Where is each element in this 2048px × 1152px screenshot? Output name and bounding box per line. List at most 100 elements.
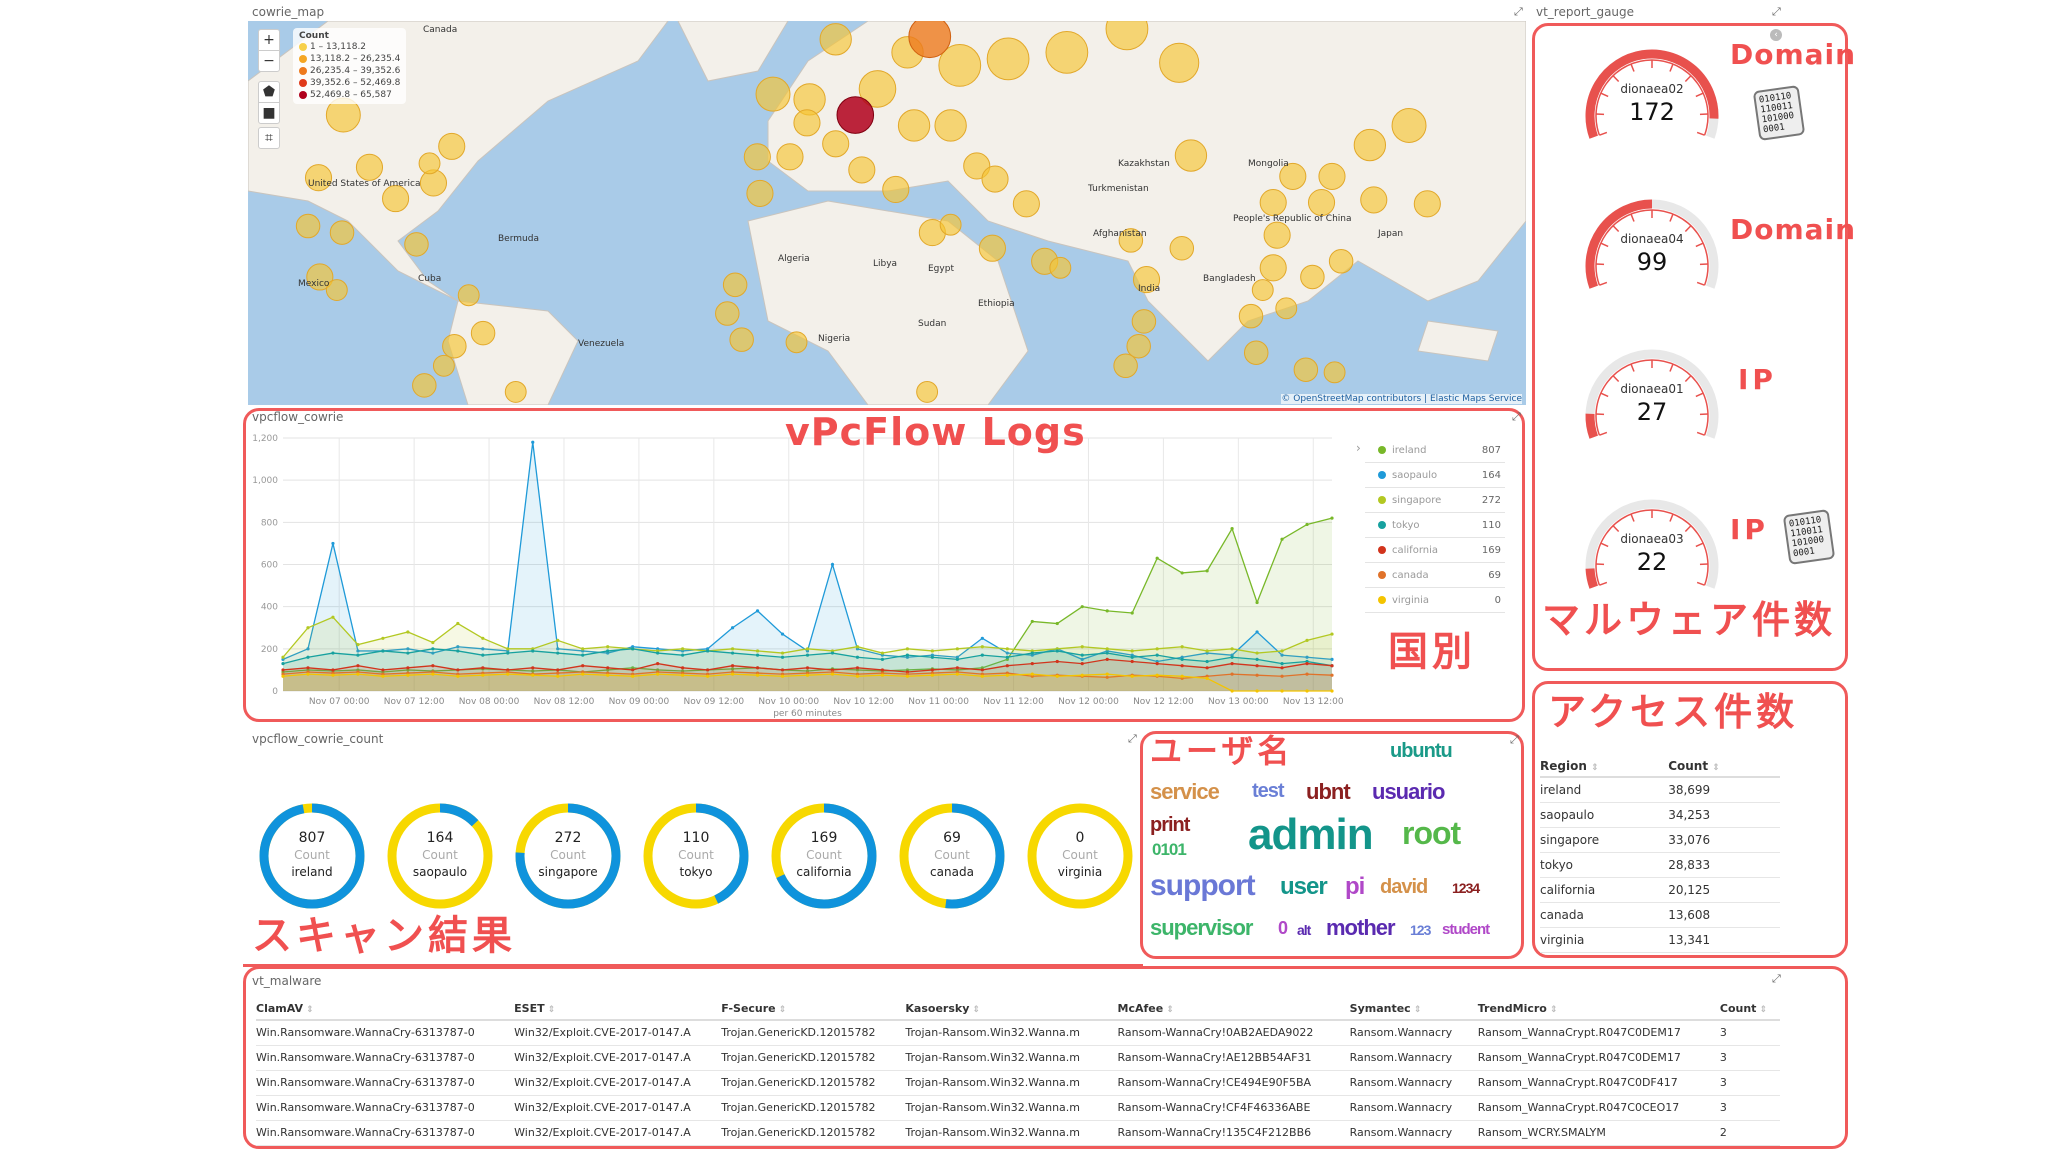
data-point[interactable] bbox=[780, 674, 785, 678]
map-marker[interactable] bbox=[715, 301, 740, 326]
word-support[interactable]: support bbox=[1150, 869, 1256, 902]
map-marker[interactable] bbox=[934, 109, 967, 142]
data-point[interactable] bbox=[606, 649, 610, 653]
data-point[interactable] bbox=[1255, 664, 1259, 668]
sort-icon[interactable]: ⇕ bbox=[1410, 1005, 1422, 1015]
data-point[interactable] bbox=[531, 673, 535, 677]
map-marker[interactable] bbox=[848, 156, 876, 184]
map-marker[interactable] bbox=[438, 132, 466, 160]
data-point[interactable] bbox=[556, 651, 560, 655]
series-saopaulo[interactable] bbox=[281, 440, 1334, 691]
map-marker[interactable] bbox=[746, 179, 774, 207]
data-point[interactable] bbox=[805, 647, 810, 651]
expand-icon[interactable]: ⤢ bbox=[1128, 732, 1137, 745]
word-ubuntu[interactable]: ubuntu bbox=[1390, 740, 1453, 762]
data-point[interactable] bbox=[980, 653, 984, 657]
map-marker[interactable] bbox=[978, 234, 1006, 262]
data-point[interactable] bbox=[531, 649, 535, 653]
map-marker[interactable] bbox=[1328, 249, 1354, 274]
map-marker[interactable] bbox=[325, 279, 348, 301]
data-point[interactable] bbox=[1030, 672, 1034, 676]
data-point[interactable] bbox=[1280, 674, 1284, 678]
data-point[interactable] bbox=[556, 674, 560, 678]
map-marker[interactable] bbox=[793, 109, 821, 137]
word-0[interactable]: 0 bbox=[1278, 918, 1288, 938]
legend-item-singapore[interactable]: singapore 272 bbox=[1365, 488, 1505, 513]
data-point[interactable] bbox=[1180, 645, 1184, 649]
data-point[interactable] bbox=[830, 562, 835, 567]
data-point[interactable] bbox=[880, 657, 885, 661]
data-point[interactable] bbox=[606, 666, 610, 670]
data-point[interactable] bbox=[306, 672, 310, 676]
data-point[interactable] bbox=[1180, 664, 1184, 668]
data-point[interactable] bbox=[930, 655, 934, 659]
column-header-eset[interactable]: ESET ⇕ bbox=[514, 998, 722, 1021]
data-point[interactable] bbox=[980, 668, 984, 672]
fit-bounds-icon[interactable]: ⌗ bbox=[258, 127, 280, 149]
map-marker[interactable] bbox=[1323, 361, 1346, 384]
map-attribution[interactable]: © OpenStreetMap contributors | Elastic M… bbox=[1281, 394, 1522, 404]
data-point[interactable] bbox=[481, 647, 485, 651]
data-point[interactable] bbox=[656, 651, 660, 655]
data-point[interactable] bbox=[556, 638, 560, 642]
data-point[interactable] bbox=[830, 672, 835, 676]
data-point[interactable] bbox=[980, 674, 984, 678]
count-donut-virginia[interactable]: 0 Count virginia bbox=[1026, 802, 1134, 910]
map-marker[interactable] bbox=[1049, 256, 1072, 279]
map-marker[interactable] bbox=[504, 380, 527, 403]
data-point[interactable] bbox=[1280, 649, 1284, 653]
word-supervisor[interactable]: supervisor bbox=[1150, 915, 1253, 940]
draw-rectangle-icon[interactable]: ■ bbox=[262, 105, 276, 121]
map-marker[interactable] bbox=[938, 44, 982, 87]
data-point[interactable] bbox=[581, 672, 585, 676]
data-point[interactable] bbox=[1080, 661, 1084, 666]
data-point[interactable] bbox=[681, 673, 685, 677]
expand-icon[interactable]: ⤢ bbox=[1514, 5, 1523, 18]
map-marker[interactable] bbox=[1045, 30, 1089, 74]
data-point[interactable] bbox=[331, 673, 335, 677]
data-point[interactable] bbox=[1080, 673, 1084, 677]
draw-polygon-icon[interactable]: ⬟ bbox=[259, 82, 279, 103]
series-virginia[interactable] bbox=[281, 672, 1334, 693]
data-point[interactable] bbox=[331, 615, 335, 619]
data-point[interactable] bbox=[1330, 657, 1334, 661]
map-marker[interactable] bbox=[755, 76, 791, 112]
data-point[interactable] bbox=[306, 655, 310, 659]
map-marker[interactable] bbox=[412, 373, 437, 398]
word-user[interactable]: user bbox=[1280, 873, 1328, 900]
sort-icon[interactable]: ⇕ bbox=[775, 1005, 787, 1015]
map-marker[interactable] bbox=[819, 23, 852, 56]
data-point[interactable] bbox=[1305, 661, 1309, 666]
data-point[interactable] bbox=[581, 647, 585, 651]
data-point[interactable] bbox=[1230, 661, 1234, 666]
map-marker[interactable] bbox=[457, 284, 480, 307]
data-point[interactable] bbox=[730, 672, 735, 676]
map-marker[interactable] bbox=[1279, 162, 1307, 190]
data-point[interactable] bbox=[356, 649, 360, 653]
data-point[interactable] bbox=[1105, 609, 1109, 613]
map-marker[interactable] bbox=[329, 220, 355, 245]
map-marker[interactable] bbox=[1259, 254, 1287, 282]
data-point[interactable] bbox=[281, 674, 285, 678]
data-point[interactable] bbox=[281, 668, 285, 672]
word-ubnt[interactable]: ubnt bbox=[1306, 779, 1351, 804]
map-marker[interactable] bbox=[1353, 128, 1387, 162]
data-point[interactable] bbox=[681, 647, 685, 651]
map-marker[interactable] bbox=[418, 152, 441, 175]
data-point[interactable] bbox=[730, 626, 735, 630]
data-point[interactable] bbox=[880, 651, 885, 655]
data-point[interactable] bbox=[456, 649, 460, 653]
column-header-region[interactable]: Region ⇕ bbox=[1540, 755, 1669, 778]
data-point[interactable] bbox=[431, 647, 435, 651]
data-point[interactable] bbox=[980, 645, 984, 649]
word-test[interactable]: test bbox=[1252, 780, 1285, 802]
data-point[interactable] bbox=[431, 651, 435, 655]
data-point[interactable] bbox=[356, 664, 360, 668]
expand-icon[interactable]: ⤢ bbox=[1510, 733, 1519, 746]
data-point[interactable] bbox=[1130, 655, 1134, 659]
map-marker[interactable] bbox=[419, 169, 448, 197]
data-point[interactable] bbox=[1205, 649, 1209, 653]
data-point[interactable] bbox=[930, 668, 934, 672]
map-marker[interactable] bbox=[355, 153, 384, 181]
data-point[interactable] bbox=[730, 664, 735, 668]
